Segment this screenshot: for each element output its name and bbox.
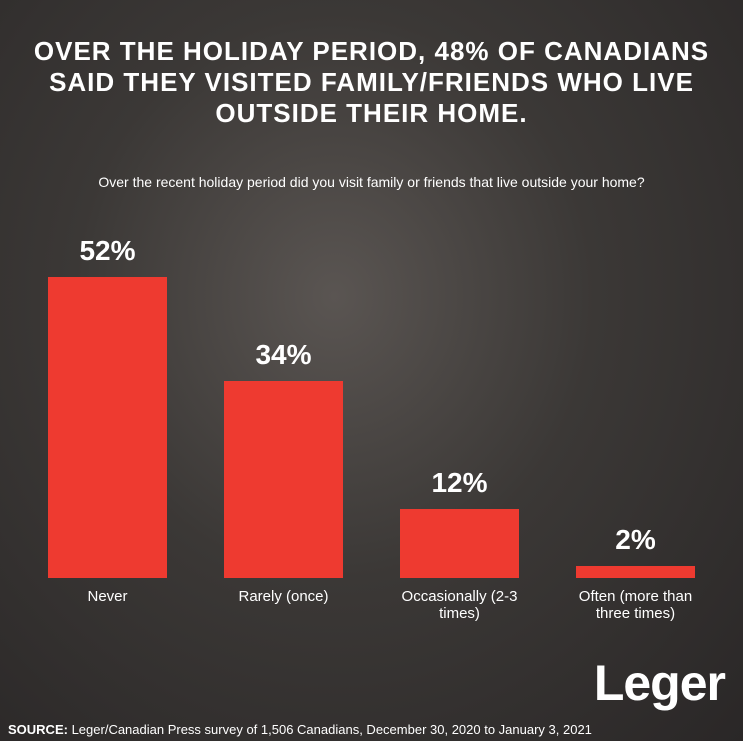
value-label: 2%	[615, 524, 656, 556]
value-label: 52%	[79, 234, 136, 266]
bar	[400, 508, 519, 578]
source-text: Leger/Canadian Press survey of 1,506 Can…	[71, 722, 592, 737]
source-note: SOURCE: Leger/Canadian Press survey of 1…	[8, 722, 592, 737]
x-tick-label: Occasionally (2-3 times)	[401, 588, 518, 622]
chart-title: OVER THE HOLIDAY PERIOD, 48% OF CANADIAN…	[33, 36, 710, 128]
x-tick-label: Often (more than three times)	[578, 588, 693, 622]
chart-subtitle: Over the recent holiday period did you v…	[98, 174, 645, 190]
x-tick-label: Rarely (once)	[238, 588, 329, 605]
source-label: SOURCE:	[8, 722, 68, 737]
bar	[576, 566, 695, 578]
bar	[48, 276, 167, 578]
x-tick-label: Never	[87, 588, 128, 605]
value-label: 12%	[431, 466, 488, 498]
value-label: 34%	[255, 339, 312, 371]
logo: Leger	[593, 655, 726, 711]
bar	[224, 381, 343, 578]
